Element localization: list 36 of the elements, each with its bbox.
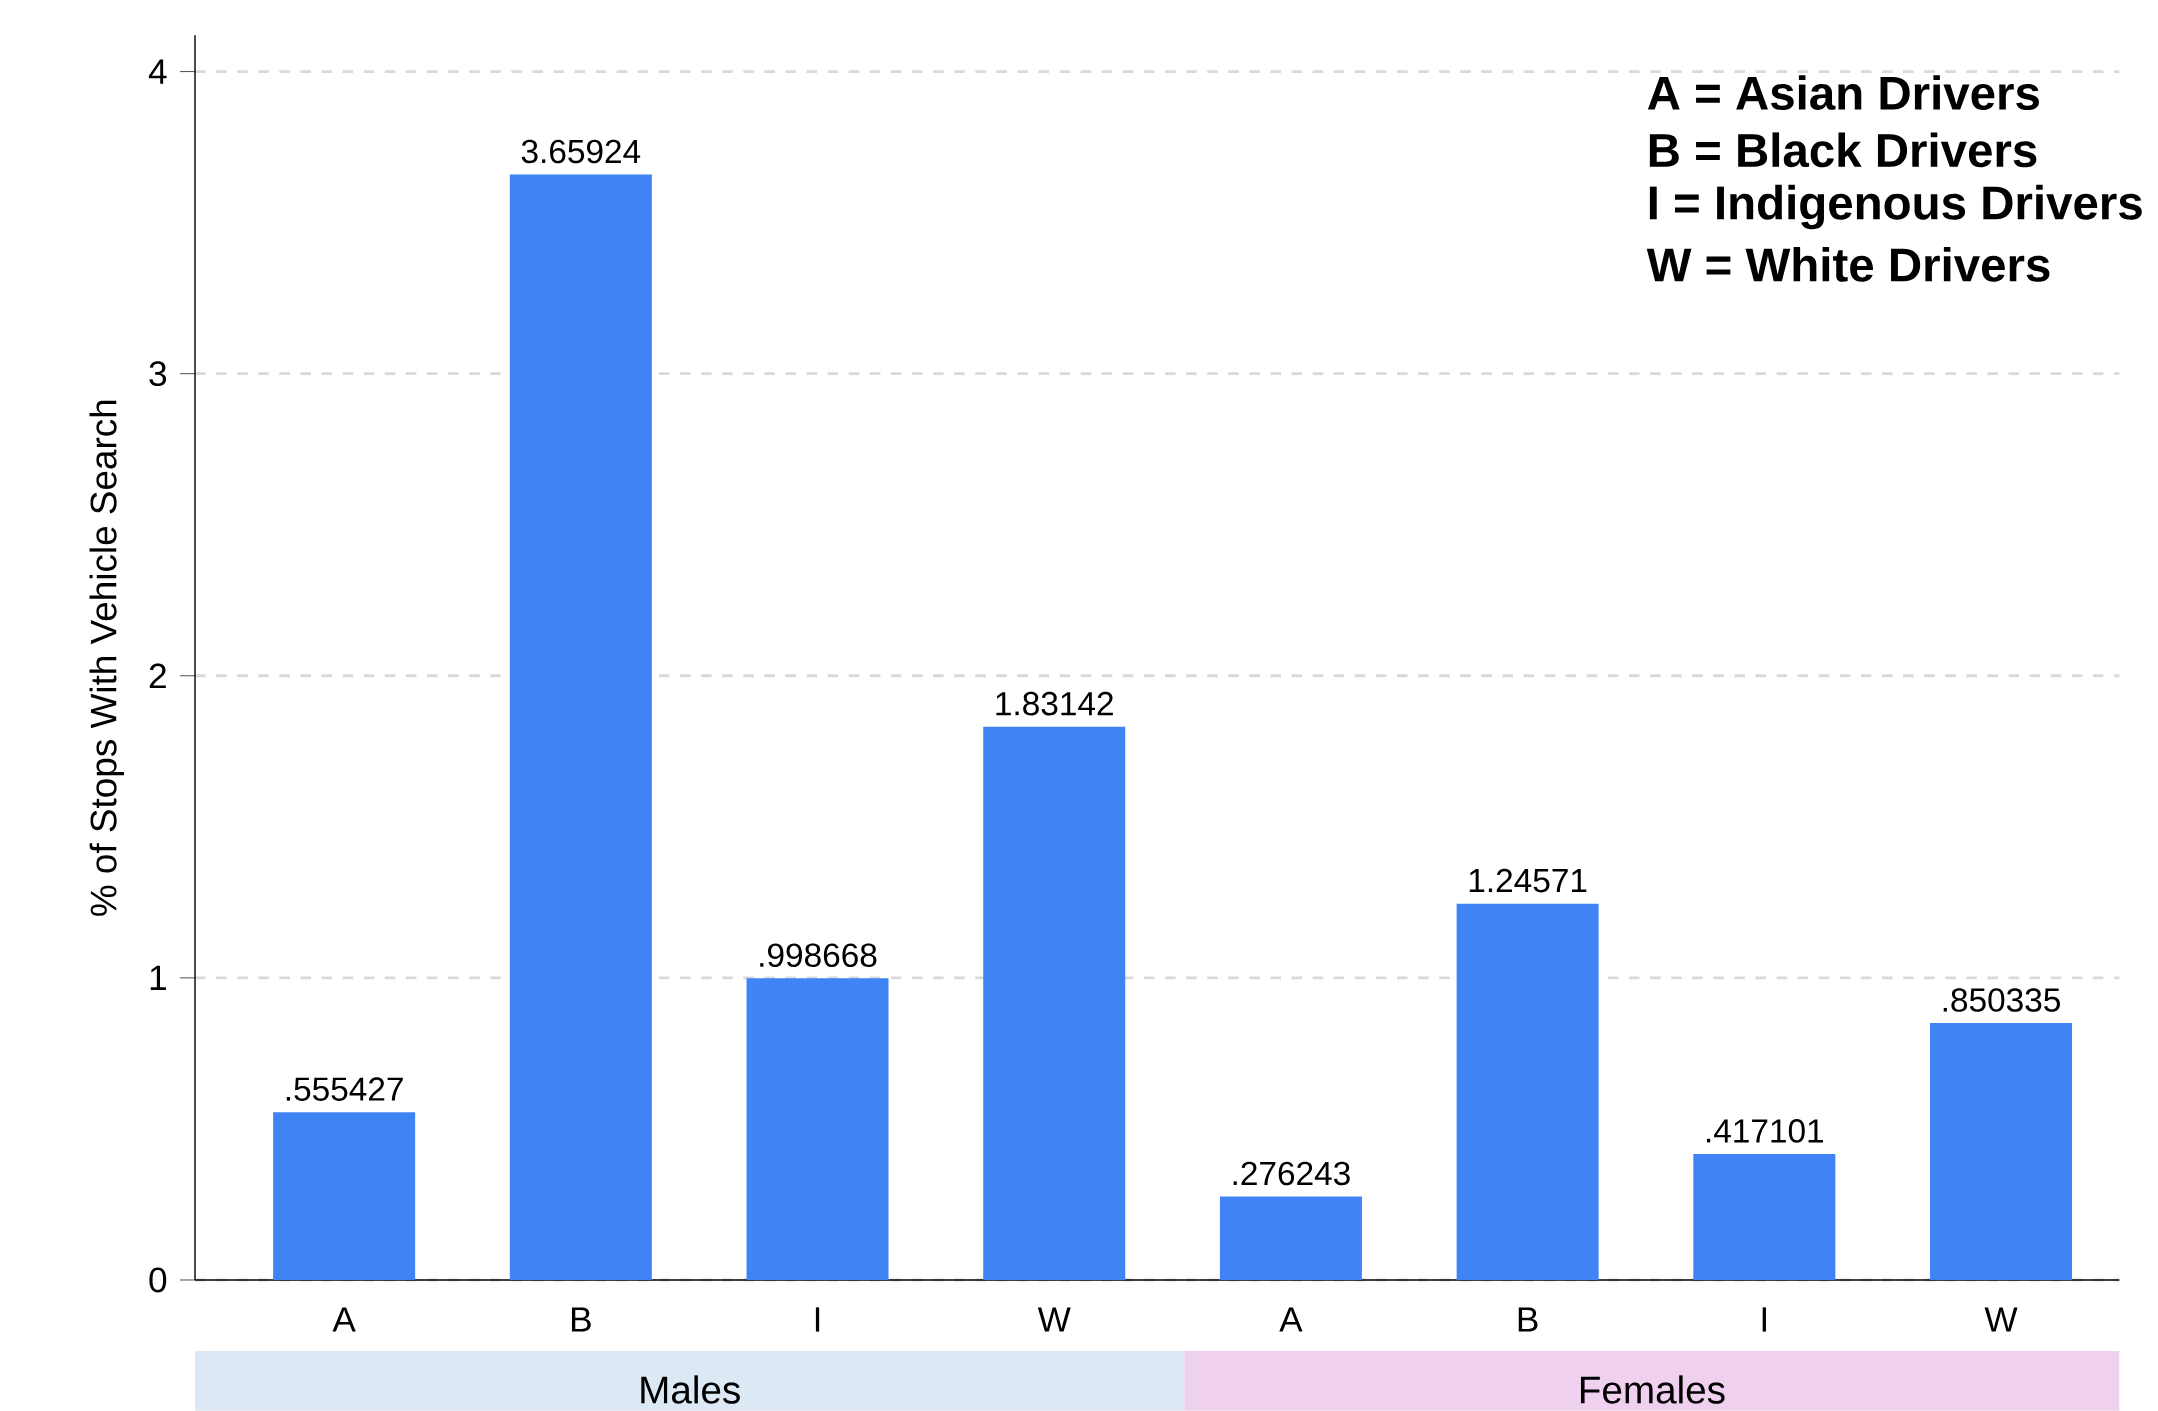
bar [509,174,652,1280]
bar [746,978,889,1280]
data-label: 3.65924 [521,139,641,164]
data-label: 1.24571 [1469,868,1587,893]
x-tick-label: A [1279,1307,1303,1332]
annotation: B = Black Drivers [1649,132,2037,168]
y-tick-label: 2 [149,663,166,689]
x-tick-label: A [332,1307,356,1332]
x-tick-label: W [1037,1307,1071,1332]
x-tick-label: W [1984,1307,2018,1332]
y-tick-label: 0 [149,1267,167,1293]
data-label: .417101 [1707,1119,1824,1143]
annotation: I = Indigenous Drivers [1649,184,2142,230]
y-tick-label: 4 [148,59,167,84]
y-tick-label: 3 [149,361,167,387]
bar [1930,1023,2073,1280]
x-tick-label: I [1762,1307,1766,1332]
x-tick-label: B [1518,1307,1538,1332]
bar [1219,1196,1362,1280]
data-label: 1.83142 [996,691,1113,716]
bar [1693,1153,1836,1280]
data-label: .276243 [1233,1161,1350,1186]
bar [1456,903,1599,1280]
annotation: A = Asian Drivers [1647,75,2039,110]
data-label: .555427 [286,1077,403,1101]
annotation: W = White Drivers [1646,246,2050,282]
data-label: .998668 [760,943,877,968]
x-tick-label: B [571,1307,591,1332]
y-axis-title: % of Stops With Vehicle Search [89,400,124,916]
bar [273,1112,416,1280]
x-tick-label: I [815,1307,820,1332]
text: Females [1580,1375,1725,1404]
data-label: .850335 [1943,988,2060,1012]
text: Males [641,1375,740,1404]
bar [983,726,1126,1280]
y-tick-label: 1 [150,965,166,990]
